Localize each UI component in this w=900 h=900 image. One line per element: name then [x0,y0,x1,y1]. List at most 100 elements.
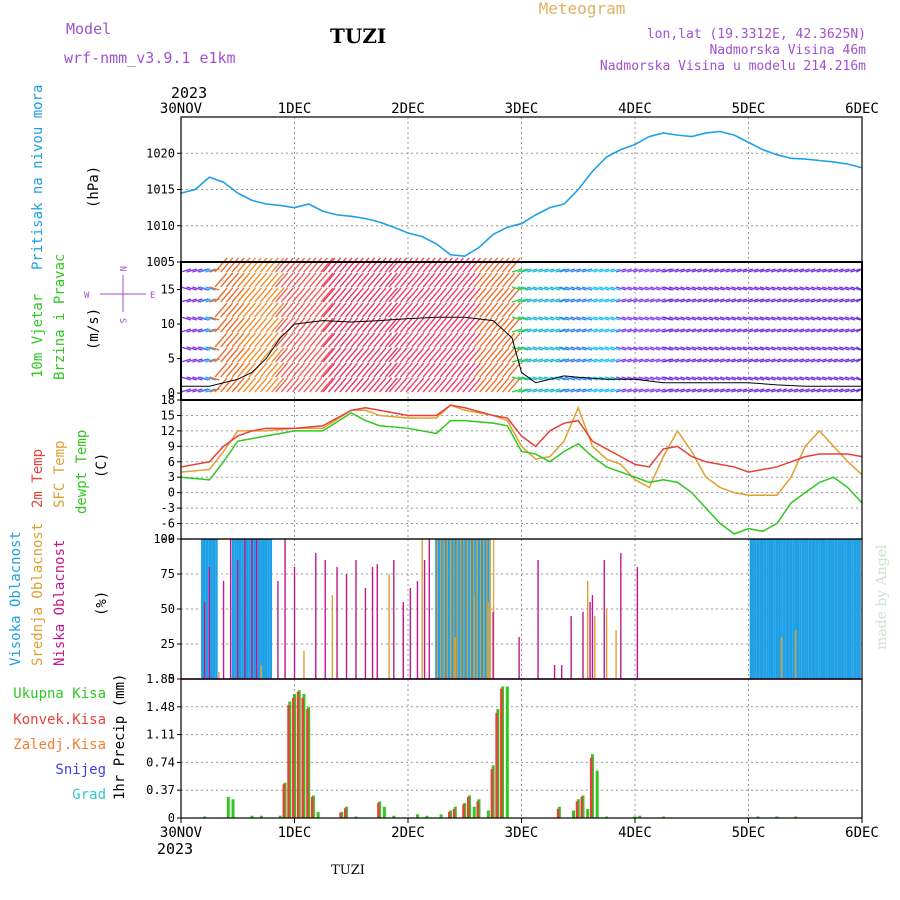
wind-barb [770,346,782,351]
x-tick-label-bottom: 2DEC [391,825,425,841]
wind-barb [309,272,323,288]
wind-barb [708,316,719,321]
wind-barb [384,272,398,288]
wind-barb [517,388,528,393]
wind-barb [259,317,273,333]
wind-barb [833,268,844,273]
total-precip-bar [316,811,320,818]
wind-barb [538,388,549,393]
precip-bars-layer [203,686,798,818]
wind-barb [259,347,273,363]
wind-barb [248,272,262,288]
wind-barb [511,286,523,291]
wind-barb [663,358,674,363]
wind-barb [205,376,216,381]
wind-barb [422,257,436,273]
wind-barb [680,328,691,333]
wind-barb [610,328,621,333]
wind-barb [280,362,294,378]
total-precip-bar [259,815,263,818]
wind-barb [638,328,649,333]
wind-barb [433,257,448,273]
wind-barb [394,257,408,273]
wind-barb [793,328,805,333]
wind-barb [765,328,776,333]
wind-barb [810,268,822,273]
wind-barb [587,268,598,273]
wind-barb [526,328,538,333]
wind-barb [680,268,691,273]
wind-barb [810,346,822,351]
wind-barb [186,286,197,291]
wind-barb [225,362,239,378]
wind-barb [770,328,782,333]
wind-barb [433,377,448,393]
wind-barb [199,346,211,351]
wind-barb [379,257,393,273]
wind-barb [242,257,256,273]
wind-barb [517,286,528,291]
total-precip-bar [425,815,429,818]
wind-barb [237,287,251,303]
wind-barb [587,358,598,363]
wind-barb [314,362,328,378]
wind-barb [205,316,216,321]
wind-barb [192,346,203,351]
wind-barb [610,316,621,321]
wind-barb [736,328,748,333]
wind-barb [280,347,294,363]
wind-barb [576,316,587,321]
wind-barb [507,302,521,318]
wind-barb [644,298,655,303]
wind-barb [604,358,615,363]
wind-barb [742,268,754,273]
y-tick-label: 6 [168,455,175,469]
wind-barb [462,302,476,318]
legend-snow: Snijeg [55,762,106,778]
wind-barb [485,362,499,378]
wind-barb [731,376,742,381]
total-precip-bar [231,799,235,818]
compass-e: E [150,291,155,301]
wind-barb [394,317,408,333]
wind-barb [339,377,353,393]
total-precip-bar [250,815,254,818]
wind-barb [248,257,262,273]
wind-barb [549,286,561,291]
wind-barb [445,317,459,333]
wind-barb [445,362,459,378]
y-tick-label: 100 [153,532,175,546]
wind-barb [416,287,430,303]
wind-barb [388,347,402,363]
wind-barb [445,302,459,318]
wind-barb [559,346,570,351]
wind-barb [205,328,216,333]
wind-barb [511,298,523,303]
wind-barb [615,286,627,291]
wind-barb [702,316,714,321]
wind-barb [810,328,822,333]
wind-barb [598,316,610,321]
wind-barb [674,316,685,321]
wind-barb [192,268,203,273]
convective-precip-bar [466,796,470,818]
wind-barb [576,346,587,351]
wind-barb [782,286,793,291]
wind-barb [314,347,328,363]
wind-barb [433,272,448,288]
wind-barb [384,257,398,273]
wind-barb [833,376,844,381]
wind-barb [259,332,273,348]
wind-barb [593,286,604,291]
wind-barb [680,388,691,393]
wind-barb [280,257,294,273]
wind-barb [379,377,393,393]
convective-precip-bar [282,784,286,818]
wind-barb [668,358,680,363]
wind-barb [708,346,719,351]
x-tick-label-bottom: 30NOV [160,825,203,841]
convective-precip-bar [575,801,579,818]
wind-barb [564,328,576,333]
y-tick-label: 75 [161,567,175,581]
wind-barb [731,268,742,273]
